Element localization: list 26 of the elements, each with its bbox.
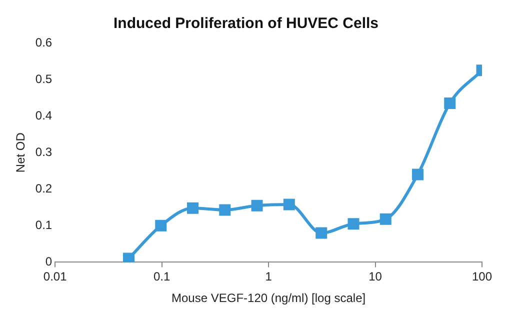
point — [380, 213, 392, 225]
point — [316, 227, 328, 239]
point — [283, 198, 295, 210]
y-tick-label: 0.6 — [35, 35, 52, 50]
point — [348, 218, 360, 230]
point — [444, 98, 456, 110]
point — [123, 252, 134, 262]
y-tick-label: 0 — [45, 254, 52, 269]
y-tick-label: 0.3 — [35, 144, 52, 159]
point — [251, 200, 263, 212]
x-tick-label: 0.1 — [153, 270, 170, 284]
point — [187, 202, 199, 214]
chart-title: Induced Proliferation of HUVEC Cells — [113, 15, 379, 32]
y-tick-label: 0.4 — [35, 108, 52, 122]
point — [219, 204, 231, 216]
x-tick-label: 1 — [265, 270, 272, 284]
point — [412, 168, 424, 180]
x-tick-label: 0.01 — [43, 270, 68, 284]
x-tick-label: 100 — [472, 270, 492, 284]
y-tick-label: 0.5 — [35, 72, 52, 86]
x-tick-label: 10 — [368, 270, 382, 284]
y-axis-title: Net OD — [14, 132, 28, 173]
x-axis-title: Mouse VEGF-120 (ng/ml) [log scale] — [172, 291, 366, 306]
y-tick-label: 0.2 — [35, 181, 52, 196]
point — [155, 220, 167, 232]
y-tick-label: 0.1 — [35, 218, 52, 232]
